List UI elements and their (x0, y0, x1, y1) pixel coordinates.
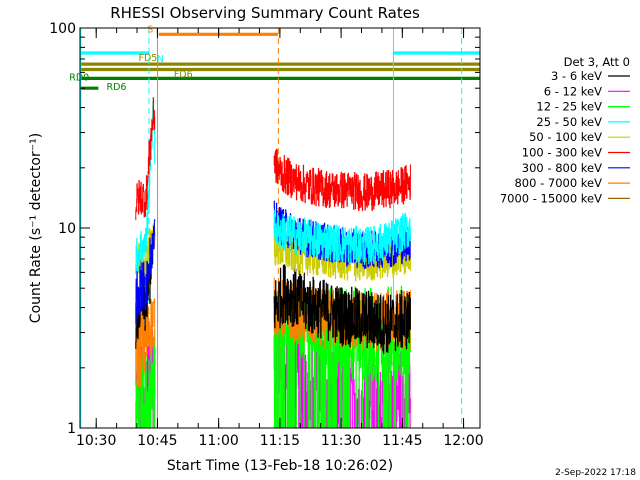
y-tick-label: 1 (67, 421, 76, 437)
chart-title: RHESSI Observing Summary Count Rates (110, 4, 420, 22)
series-line-300-800-kev-seg1 (135, 219, 156, 325)
x-tick-label: 11:15 (260, 433, 300, 449)
legend-label: 800 - 7000 keV (514, 176, 602, 190)
series-line-12-25-kev-seg1 (135, 328, 156, 429)
x-tick-label: 10:45 (137, 433, 177, 449)
legend-label: 25 - 50 keV (536, 115, 602, 129)
axes: 1 10 100 10:30 10:45 11:00 11:15 11:30 11:45 12:0… (49, 21, 483, 449)
legend-label: 100 - 300 keV (522, 146, 602, 160)
flag-label-night: N (157, 54, 164, 65)
y-tick-label: 100 (49, 21, 76, 37)
flag-label-fd5: FD5 (139, 53, 158, 64)
x-tick-label: 11:00 (198, 433, 238, 449)
legend-title: Det 3, Att 0 (564, 55, 630, 69)
x-tick-label: 10:30 (76, 433, 116, 449)
series-line-100-300-kev-seg2 (273, 148, 411, 212)
series-lines (135, 97, 411, 429)
legend-label: 50 - 100 keV (529, 130, 602, 144)
legend-label: 300 - 800 keV (522, 161, 602, 175)
flag-label-rd6: RD6 (106, 82, 126, 93)
series-line-25-50-kev-seg2 (273, 209, 411, 265)
x-tick-label: 11:30 (321, 433, 361, 449)
legend-label: 7000 - 15000 keV (500, 191, 602, 205)
flag-label-rd0: RD0 (69, 72, 89, 83)
series-line-3-6-kev-seg2 (273, 264, 411, 355)
flag-label-saa: S (147, 24, 153, 35)
legend-label: 3 - 6 keV (551, 69, 602, 83)
legend-label: 12 - 25 keV (536, 100, 602, 114)
x-axis-label: Start Time (13-Feb-18 10:26:02) (167, 458, 393, 474)
legend-label: 6 - 12 keV (544, 84, 602, 98)
series-line-25-50-kev-seg1 (135, 101, 156, 275)
y-axis-label: Count Rate (s⁻¹ detector⁻¹) (28, 133, 44, 323)
x-tick-label: 12:00 (443, 433, 483, 449)
x-tick-label: 11:45 (382, 433, 422, 449)
series-line-50-100-kev-seg2 (273, 230, 411, 282)
flag-label-fd6: FD6 (174, 70, 193, 81)
footer-date: 2-Sep-2022 17:18 (555, 468, 636, 478)
y-tick-label: 10 (58, 221, 76, 237)
series-line-100-300-kev-seg1 (135, 97, 156, 221)
